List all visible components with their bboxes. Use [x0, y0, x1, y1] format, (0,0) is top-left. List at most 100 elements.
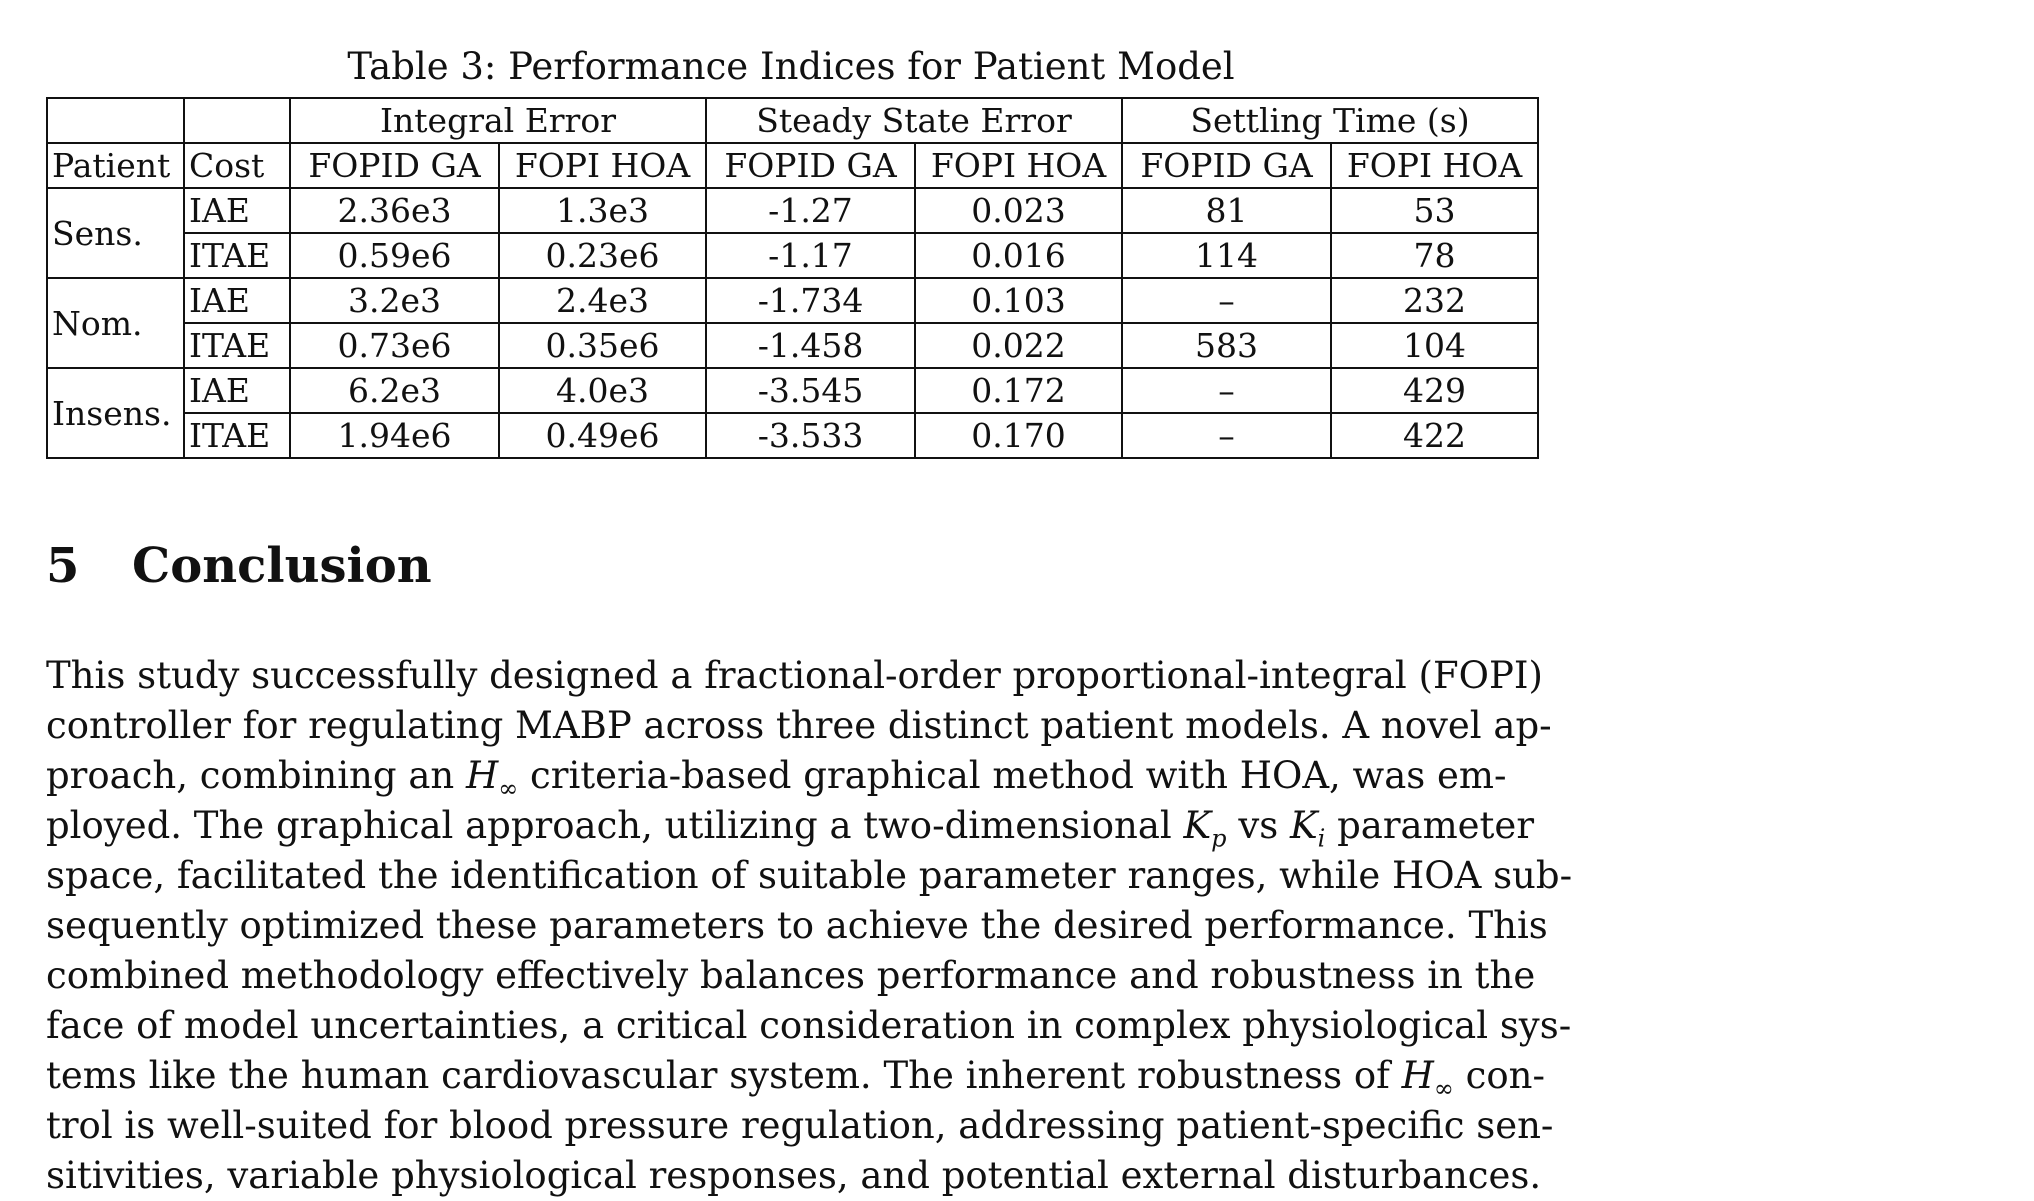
- text-run: con-: [1465, 1054, 1545, 1097]
- value-cell: 422: [1330, 412, 1539, 459]
- math-k: K: [1289, 804, 1318, 847]
- paragraph-line: This study successfully designed a fract…: [46, 654, 1543, 697]
- text-run: proach, combining an: [46, 754, 455, 797]
- cost-cell: IAE: [183, 187, 291, 234]
- text-run: criteria-based graphical method with HOA…: [530, 754, 1507, 797]
- value-cell: -1.734: [705, 277, 916, 324]
- value-cell: -3.533: [705, 412, 916, 459]
- paragraph-line: proach, combining an H∞ criteria-based g…: [46, 751, 1507, 803]
- value-cell: -1.17: [705, 232, 916, 279]
- patient-cell: Insens.: [46, 367, 185, 459]
- value-cell: 0.172: [914, 367, 1123, 414]
- table-row: ITAE 1.94e6 0.49e6 -3.533 0.170 – 422: [47, 412, 1539, 459]
- value-cell: -1.458: [705, 322, 916, 369]
- value-cell: 0.023: [914, 187, 1123, 234]
- value-cell: 1.3e3: [498, 187, 707, 234]
- value-cell: 53: [1330, 187, 1539, 234]
- value-cell: 0.022: [914, 322, 1123, 369]
- value-cell: 0.73e6: [289, 322, 500, 369]
- math-infinity: ∞: [1433, 1074, 1454, 1103]
- value-cell: 0.170: [914, 412, 1123, 459]
- value-cell: 6.2e3: [289, 367, 500, 414]
- cost-cell: IAE: [183, 367, 291, 414]
- value-cell: 3.2e3: [289, 277, 500, 324]
- paragraph-line: ployed. The graphical approach, utilizin…: [46, 801, 1534, 852]
- column-header-ie-fopi-hoa: FOPI HOA: [498, 142, 707, 189]
- paragraph-line: space, facilitated the identification of…: [46, 854, 1573, 897]
- value-cell: 232: [1330, 277, 1539, 324]
- math-infinity: ∞: [498, 774, 519, 803]
- paragraph-line: trol is well-suited for blood pressure r…: [46, 1104, 1554, 1147]
- value-cell: 114: [1121, 232, 1332, 279]
- value-cell: –: [1121, 277, 1332, 324]
- paragraph-line: combined methodology effectively balance…: [46, 954, 1536, 997]
- value-cell: 104: [1330, 322, 1539, 369]
- paragraph-line: controller for regulating MABP across th…: [46, 704, 1552, 747]
- value-cell: 429: [1330, 367, 1539, 414]
- text-run: tems like the human cardiovascular syste…: [46, 1054, 1390, 1097]
- value-cell: 81: [1121, 187, 1332, 234]
- table-empty-cell: [46, 97, 185, 144]
- value-cell: 583: [1121, 322, 1332, 369]
- column-header-st-fopid-ga: FOPID GA: [1121, 142, 1332, 189]
- value-cell: 4.0e3: [498, 367, 707, 414]
- table-row: ITAE 0.59e6 0.23e6 -1.17 0.016 114 78: [47, 232, 1539, 279]
- paragraph-line: sitivities, variable physiological respo…: [46, 1154, 1542, 1197]
- column-header-patient: Patient: [46, 142, 185, 189]
- column-header-sse-fopi-hoa: FOPI HOA: [914, 142, 1123, 189]
- group-header-steady-state-error: Steady State Error: [705, 97, 1123, 144]
- group-header-integral-error: Integral Error: [289, 97, 707, 144]
- table-row: ITAE 0.73e6 0.35e6 -1.458 0.022 583 104: [47, 322, 1539, 369]
- group-header-settling-time: Settling Time (s): [1121, 97, 1539, 144]
- table-row: Insens. IAE 6.2e3 4.0e3 -3.545 0.172 – 4…: [46, 367, 1539, 459]
- math-subscript-p: p: [1211, 824, 1226, 852]
- performance-table: Integral Error Steady State Error Settli…: [46, 97, 1539, 459]
- column-header-st-fopi-hoa: FOPI HOA: [1330, 142, 1539, 189]
- cost-cell: ITAE: [183, 322, 291, 369]
- math-i: i: [1317, 824, 1326, 853]
- section-number: 5: [46, 538, 80, 594]
- math-k: K: [1183, 804, 1212, 847]
- value-cell: 0.59e6: [289, 232, 500, 279]
- value-cell: 0.103: [914, 277, 1123, 324]
- value-cell: 2.36e3: [289, 187, 500, 234]
- value-cell: -3.545: [705, 367, 916, 414]
- value-cell: 78: [1330, 232, 1539, 279]
- table-caption: Table 3: Performance Indices for Patient…: [347, 45, 1235, 88]
- value-cell: -1.27: [705, 187, 916, 234]
- section-heading: 5 Conclusion: [46, 536, 432, 596]
- math-p: p: [1211, 824, 1227, 853]
- text-run: ployed. The graphical approach, utilizin…: [46, 804, 1172, 847]
- column-header-cost: Cost: [183, 142, 291, 189]
- patient-cell: Nom.: [46, 277, 185, 369]
- table-column-header-row: Patient Cost FOPID GA FOPI HOA FOPID GA …: [46, 142, 1539, 189]
- table-row: Nom. IAE 3.2e3 2.4e3 -1.734 0.103 – 232: [46, 277, 1539, 369]
- text-run: parameter: [1337, 804, 1535, 847]
- paragraph-line: face of model uncertainties, a critical …: [46, 1004, 1572, 1047]
- value-cell: 0.49e6: [498, 412, 707, 459]
- paragraph-line: tems like the human cardiovascular syste…: [46, 1051, 1545, 1103]
- value-cell: 0.35e6: [498, 322, 707, 369]
- value-cell: 2.4e3: [498, 277, 707, 324]
- patient-cell: Sens.: [46, 187, 185, 279]
- table-empty-cell: [183, 97, 291, 144]
- cost-cell: IAE: [183, 277, 291, 324]
- value-cell: –: [1121, 412, 1332, 459]
- column-header-sse-fopid-ga: FOPID GA: [705, 142, 916, 189]
- cost-cell: ITAE: [183, 412, 291, 459]
- value-cell: 0.016: [914, 232, 1123, 279]
- math-subscript-i: i: [1318, 824, 1326, 852]
- value-cell: 1.94e6: [289, 412, 500, 459]
- section-title: Conclusion: [132, 538, 432, 594]
- math-h: H: [1401, 1054, 1434, 1097]
- math-h: H: [465, 754, 499, 797]
- table-group-header-row: Integral Error Steady State Error Settli…: [46, 97, 1539, 144]
- text-run: vs: [1238, 804, 1279, 847]
- conclusion-paragraph: This study successfully designed a fract…: [46, 651, 1573, 1201]
- paragraph-line: sequently optimized these parameters to …: [46, 904, 1548, 947]
- column-header-ie-fopid-ga: FOPID GA: [289, 142, 500, 189]
- table-row: Sens. IAE 2.36e3 1.3e3 -1.27 0.023 81 53: [46, 187, 1539, 279]
- value-cell: 0.23e6: [498, 232, 707, 279]
- cost-cell: ITAE: [183, 232, 291, 279]
- value-cell: –: [1121, 367, 1332, 414]
